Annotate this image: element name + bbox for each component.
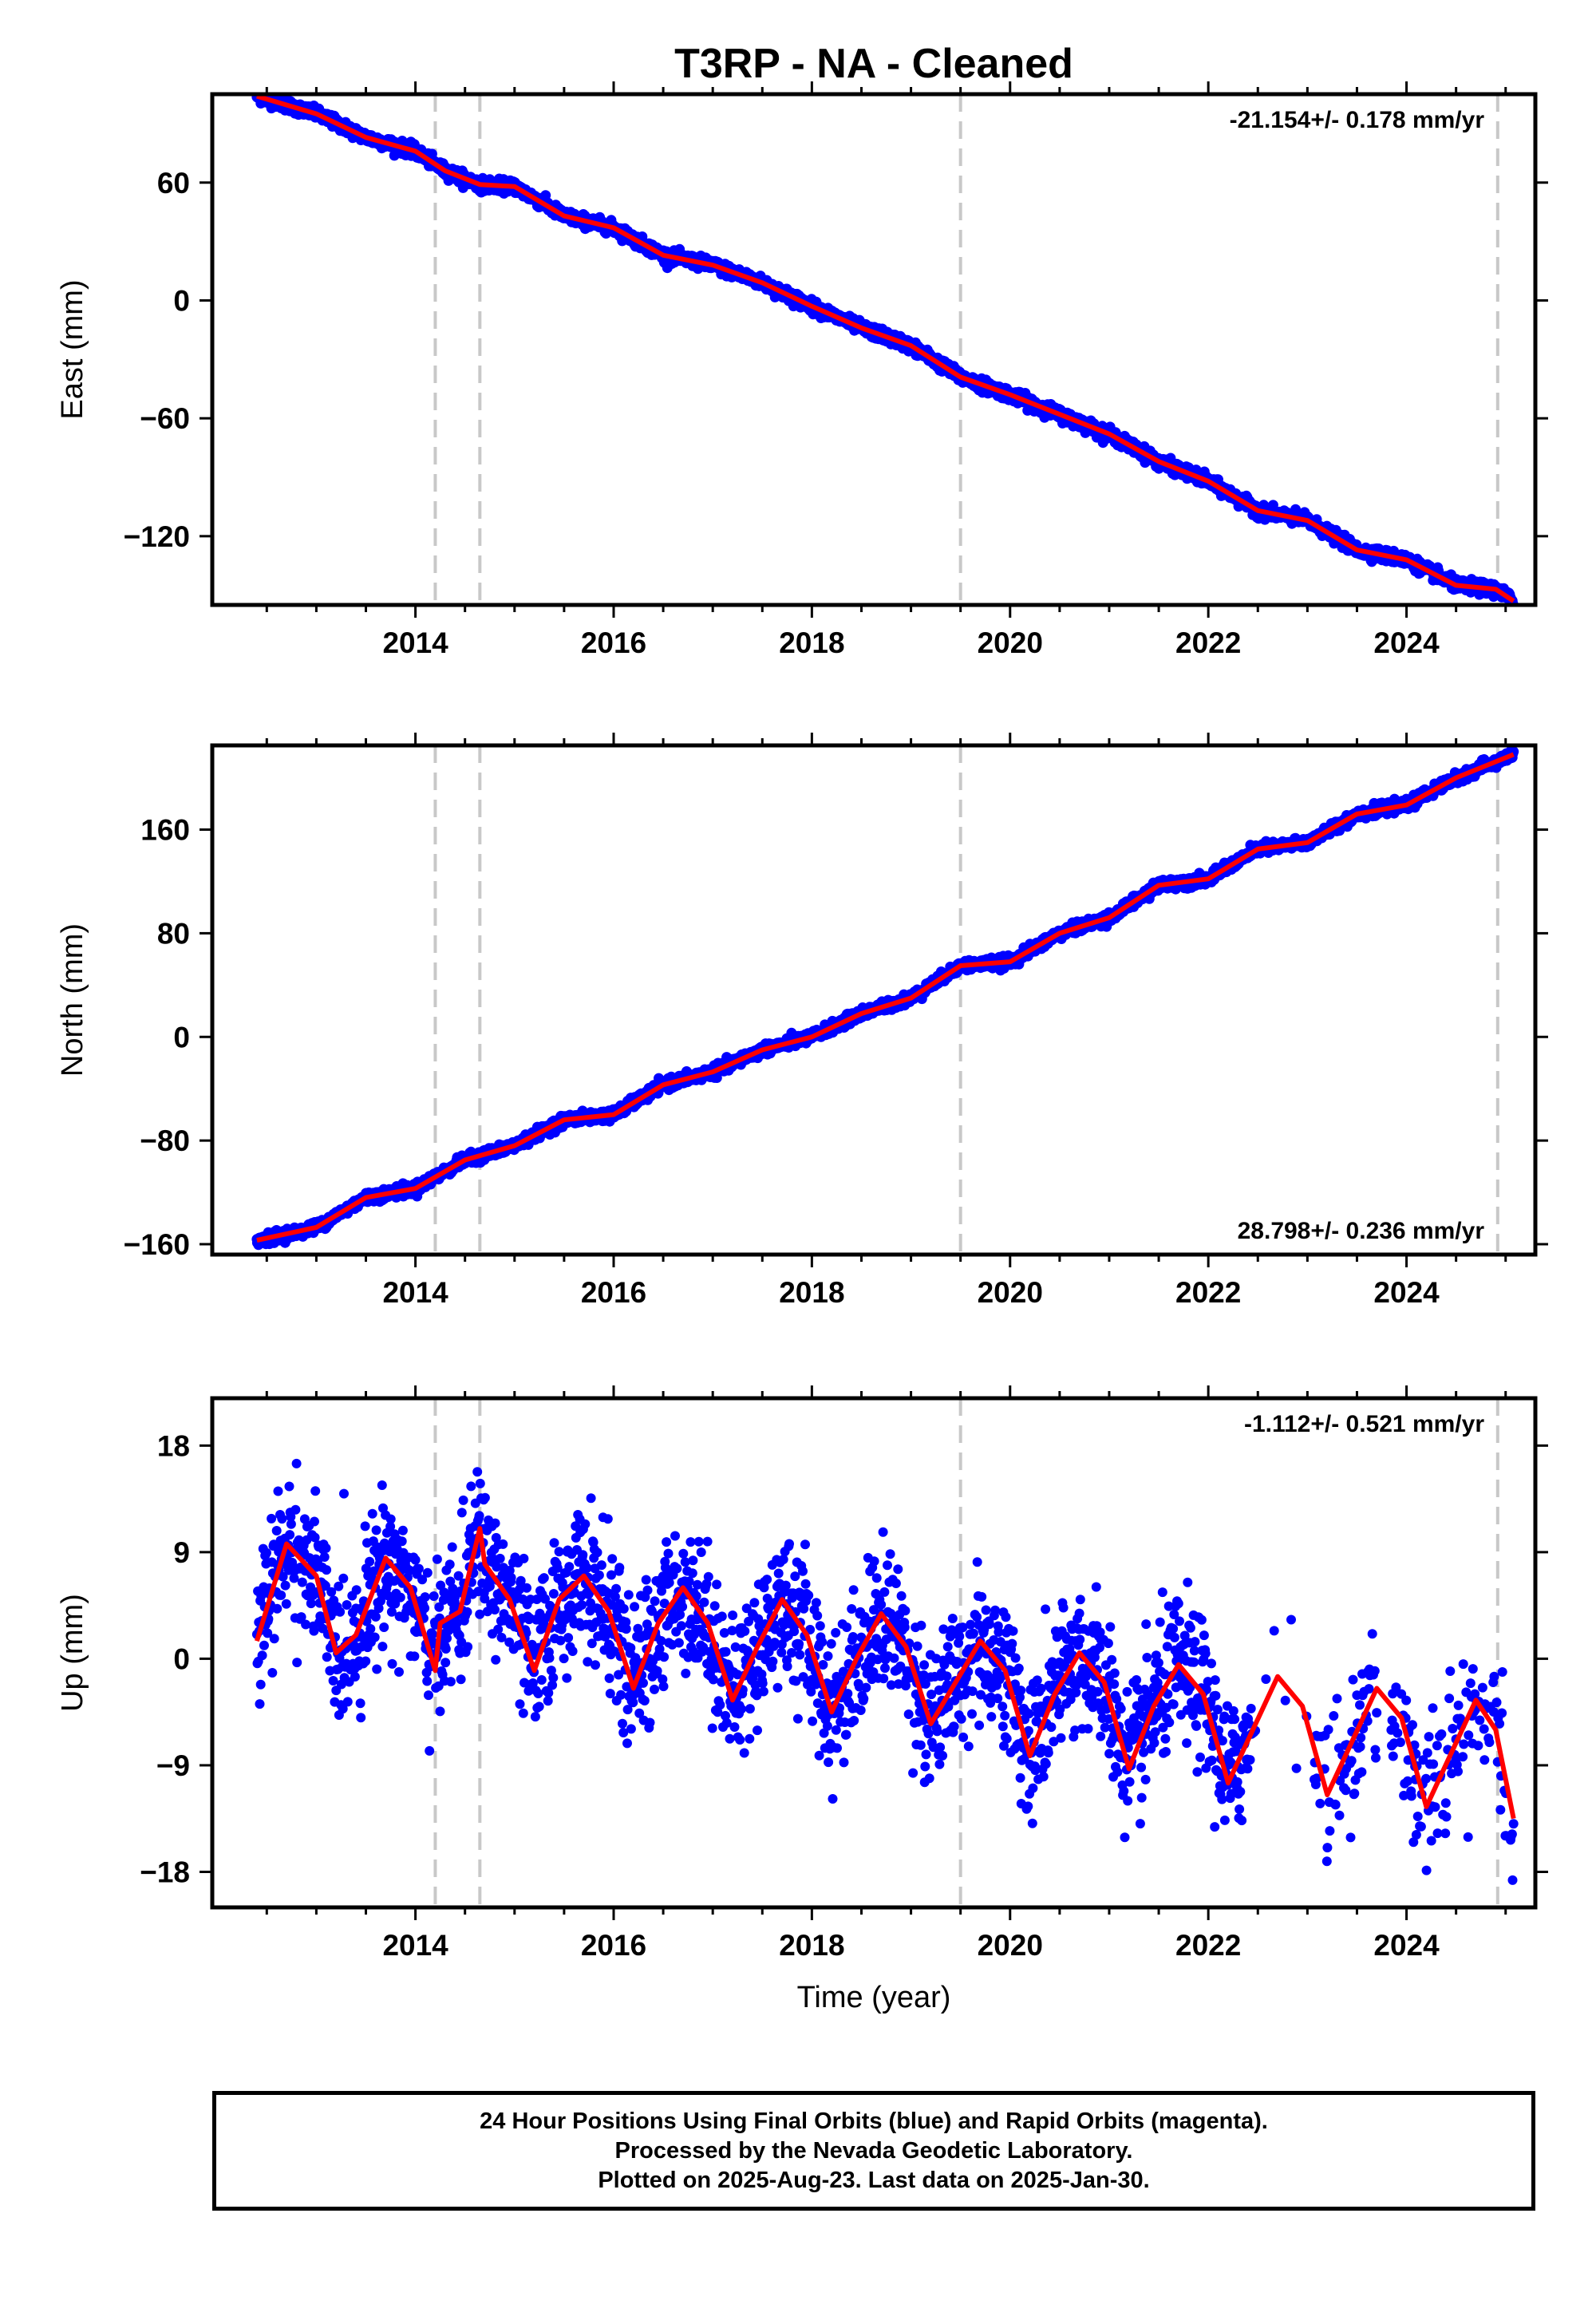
panel-north: 2014 2016 2018 2020 2022 2024160800−80−160Nor… (56, 733, 1548, 1309)
figure-title: T3RP - NA - Cleaned (674, 41, 1073, 87)
y-tick-label-2: −60 (140, 402, 190, 435)
velocity-annotation: -21.154+/- 0.178 mm/yr (1230, 107, 1485, 133)
x-tick-label-3: 2020 (978, 626, 1043, 659)
x-tick-label-2: 2018 (779, 626, 844, 659)
x-tick-label-4: 2022 (1175, 626, 1241, 659)
y-tick-label-0: 60 (157, 167, 190, 200)
x-tick-label-1: 2016 (581, 626, 646, 659)
model-fit-line (256, 94, 1515, 603)
y-tick-label-1: 0 (173, 284, 190, 317)
y-axis-label: East (mm) (56, 279, 89, 419)
x-tick-label-5: 2024 (1373, 626, 1440, 659)
plot-frame (210, 92, 1538, 607)
x-tick-label-0: 2014 (382, 626, 448, 659)
y-tick-label-3: −120 (124, 520, 190, 553)
panel-east: 2014 2016 2018 2020 2022 2024 60 0 −60 −120 East (… (56, 81, 1548, 659)
